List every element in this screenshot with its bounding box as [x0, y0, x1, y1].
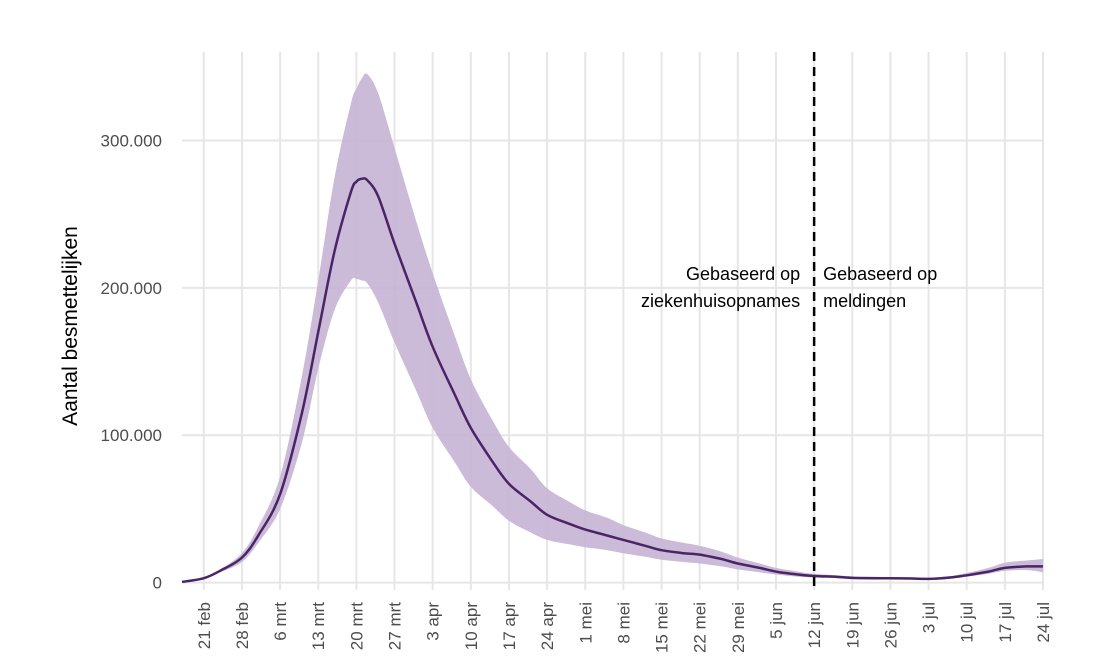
x-tick-label-6: 3 apr	[424, 602, 443, 641]
y-tick-label-1: 100.000	[101, 426, 162, 445]
x-tick-labels: 21 feb 28 feb 6 mrt 13 mrt 20 mrt 27 mrt 3 apr…	[195, 602, 1053, 653]
x-tick-label-15: 5 jun	[767, 602, 786, 639]
series-line	[181, 177, 1044, 584]
y-axis-title: Aantal besmettelijken	[59, 226, 82, 426]
annot-left-line-0: Gebaseerd op	[686, 264, 800, 284]
y-tick-label-3: 300.000	[101, 131, 162, 150]
x-tick-label-16: 12 jun	[805, 602, 824, 648]
y-tick-label-2: 200.000	[101, 279, 162, 298]
x-tick-label-22: 24 jul	[1034, 602, 1053, 643]
annot-right-line-0: Gebaseerd op	[823, 264, 937, 284]
x-tick-label-2: 6 mrt	[271, 602, 290, 641]
x-tick-label-9: 24 apr	[538, 602, 557, 651]
y-tick-label-0: 0	[153, 574, 162, 593]
x-tick-label-4: 20 mrt	[347, 602, 366, 650]
x-tick-label-11: 8 mei	[614, 602, 633, 644]
x-tick-label-8: 17 apr	[500, 602, 519, 651]
x-tick-label-7: 10 apr	[462, 602, 481, 651]
x-tick-label-3: 13 mrt	[309, 602, 328, 650]
x-tick-label-12: 15 mei	[653, 602, 672, 653]
annotation-hospital: Gebaseerd op ziekenhuisopnames	[641, 264, 800, 311]
x-tick-label-13: 22 mei	[691, 602, 710, 653]
x-tick-label-17: 19 jun	[843, 602, 862, 648]
x-tick-label-0: 21 feb	[195, 602, 214, 649]
x-tick-label-20: 10 jul	[958, 602, 977, 643]
y-tick-labels: 0 100.000 200.000 300.000	[101, 131, 162, 592]
x-tick-label-18: 26 jun	[881, 602, 900, 648]
x-tick-label-19: 3 jul	[920, 602, 939, 633]
x-tick-label-5: 27 mrt	[386, 602, 405, 650]
x-tick-label-10: 1 mei	[576, 602, 595, 644]
annot-right-line-1: meldingen	[823, 291, 906, 311]
annot-left-line-1: ziekenhuisopnames	[641, 291, 800, 311]
x-tick-label-14: 29 mei	[729, 602, 748, 653]
x-tick-label-1: 28 feb	[233, 602, 252, 649]
annotation-reports: Gebaseerd op meldingen	[823, 264, 937, 311]
confidence-band	[182, 73, 1043, 582]
x-tick-label-21: 17 jul	[996, 602, 1015, 643]
